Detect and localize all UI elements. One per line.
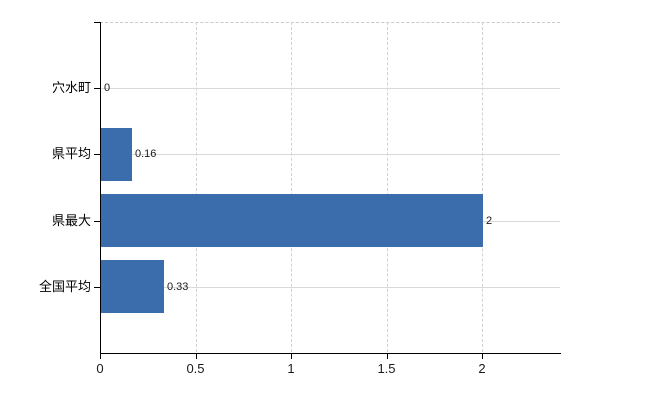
- bar: [101, 194, 483, 247]
- x-axis: [100, 353, 561, 354]
- plot-top-border: [100, 22, 560, 23]
- x-tick-label: 1.5: [377, 361, 396, 376]
- v-gridline: [291, 22, 292, 352]
- y-axis-tick: [94, 221, 100, 222]
- x-axis-tick: [291, 354, 292, 359]
- x-tick-label: 1: [287, 361, 295, 376]
- y-axis-end-tick: [94, 22, 100, 23]
- category-label: 県最大: [51, 213, 91, 228]
- x-axis-tick: [386, 354, 388, 359]
- v-gridline: [482, 22, 483, 352]
- x-tick-label: 0.5: [186, 361, 205, 376]
- value-label: 0: [104, 82, 111, 94]
- h-gridline: [101, 154, 560, 155]
- category-label: 穴水町: [51, 80, 91, 95]
- h-gridline: [101, 88, 560, 89]
- x-axis-tick: [100, 354, 101, 359]
- y-axis-tick: [94, 287, 100, 288]
- value-label: 0.33: [167, 281, 189, 293]
- x-tick-label: 0: [96, 361, 104, 376]
- y-axis-tick: [94, 88, 100, 89]
- x-axis-tick: [482, 354, 483, 359]
- h-gridline: [101, 287, 560, 288]
- category-label: 全国平均: [38, 279, 91, 294]
- v-gridline: [386, 22, 388, 352]
- bar: [101, 260, 164, 313]
- x-tick-label: 2: [478, 361, 486, 376]
- y-axis-tick: [94, 154, 100, 155]
- value-label: 2: [486, 215, 493, 227]
- x-axis-tick: [195, 354, 197, 359]
- bar: [101, 128, 132, 181]
- y-axis: [100, 22, 101, 354]
- category-label: 県平均: [51, 146, 91, 161]
- v-gridline: [195, 22, 197, 352]
- value-label: 0.16: [135, 148, 157, 160]
